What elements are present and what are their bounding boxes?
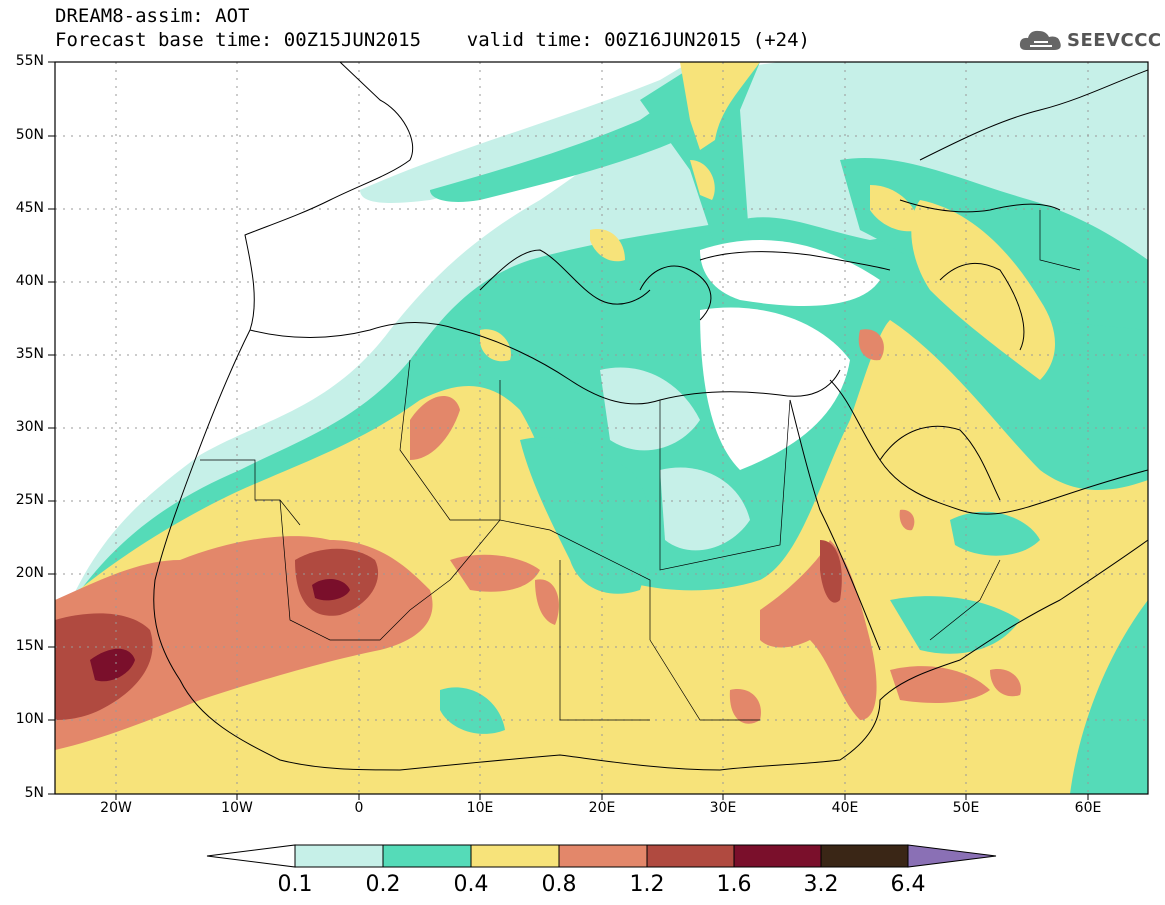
colorbar-low-arrow: [206, 844, 296, 868]
colorbar-label: 1.2: [629, 872, 665, 897]
colorbar-swatch: [733, 844, 822, 868]
lon-label: 10W: [221, 800, 253, 816]
lon-label: 40E: [831, 800, 859, 816]
lat-label: 35N: [15, 346, 44, 362]
lat-label: 55N: [15, 53, 44, 69]
lon-label: 20W: [100, 800, 132, 816]
colorbar-label: 0.8: [541, 872, 577, 897]
lon-label: 0: [354, 800, 364, 816]
lat-label: 20N: [15, 565, 44, 581]
colorbar-label: 0.1: [277, 872, 313, 897]
lon-label: 20E: [588, 800, 616, 816]
colorbar-label: 3.2: [803, 872, 839, 897]
lat-label: 30N: [15, 419, 44, 435]
lat-label: 25N: [15, 492, 44, 508]
colorbar-swatch: [558, 844, 648, 868]
colorbar-label: 6.4: [890, 872, 926, 897]
colorbar: [206, 844, 997, 868]
lat-label: 5N: [24, 785, 44, 801]
country-borders: [200, 210, 1081, 721]
lon-label: 60E: [1074, 800, 1102, 816]
coastlines: [153, 62, 1148, 771]
lat-label: 15N: [15, 638, 44, 654]
brand-logo: SEEVCCC: [1018, 26, 1162, 54]
colorbar-swatch: [646, 844, 735, 868]
lon-label: 10E: [466, 800, 494, 816]
colorbar-swatch: [470, 844, 560, 868]
lat-lon-grid: [55, 62, 1148, 794]
lon-label: 50E: [952, 800, 980, 816]
colorbar-label: 0.4: [453, 872, 489, 897]
colorbar-swatch: [820, 844, 909, 868]
cloud-icon: [1019, 30, 1061, 50]
lat-label: 45N: [15, 200, 44, 216]
lon-label: 30E: [709, 800, 737, 816]
map-title: DREAM8-assim: AOT: [55, 5, 250, 27]
brand-name: SEEVCCC: [1067, 29, 1162, 51]
lat-label: 40N: [15, 273, 44, 289]
colorbar-high-arrow: [907, 844, 997, 868]
colorbar-label: 1.6: [716, 872, 752, 897]
forecast-time-line: Forecast base time: 00Z15JUN2015 valid t…: [55, 29, 810, 51]
axis-ticks: [48, 61, 1089, 800]
colorbar-swatch: [382, 844, 472, 868]
colorbar-swatch: [294, 844, 384, 868]
lat-label: 50N: [15, 127, 44, 143]
lat-label: 10N: [15, 711, 44, 727]
colorbar-label: 0.2: [365, 872, 401, 897]
